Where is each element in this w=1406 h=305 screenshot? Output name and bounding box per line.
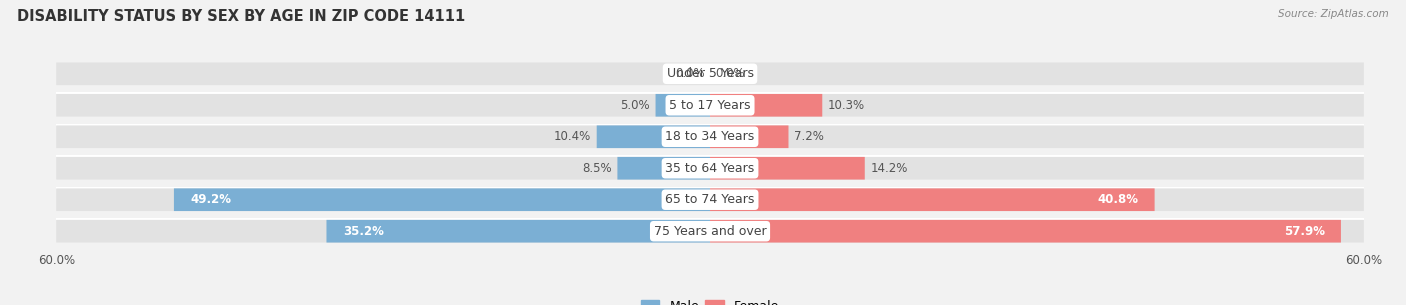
Text: 35.2%: 35.2% [343,225,384,238]
FancyBboxPatch shape [326,220,710,242]
FancyBboxPatch shape [710,188,1154,211]
FancyBboxPatch shape [56,94,1364,117]
Text: 0.0%: 0.0% [716,67,745,80]
Text: 5.0%: 5.0% [620,99,650,112]
FancyBboxPatch shape [56,188,1364,211]
Text: 7.2%: 7.2% [794,130,824,143]
FancyBboxPatch shape [710,157,865,180]
Text: 5 to 17 Years: 5 to 17 Years [669,99,751,112]
Text: 14.2%: 14.2% [870,162,908,175]
FancyBboxPatch shape [56,157,1364,180]
Text: 57.9%: 57.9% [1284,225,1324,238]
FancyBboxPatch shape [710,220,1341,242]
FancyBboxPatch shape [596,125,710,148]
FancyBboxPatch shape [617,157,710,180]
Text: 35 to 64 Years: 35 to 64 Years [665,162,755,175]
Text: 75 Years and over: 75 Years and over [654,225,766,238]
Text: 18 to 34 Years: 18 to 34 Years [665,130,755,143]
Text: 10.3%: 10.3% [828,99,865,112]
Legend: Male, Female: Male, Female [636,295,785,305]
Text: 8.5%: 8.5% [582,162,612,175]
FancyBboxPatch shape [710,125,789,148]
FancyBboxPatch shape [56,220,1364,242]
FancyBboxPatch shape [56,63,1364,85]
Text: 0.0%: 0.0% [675,67,704,80]
Text: Source: ZipAtlas.com: Source: ZipAtlas.com [1278,9,1389,19]
FancyBboxPatch shape [655,94,710,117]
FancyBboxPatch shape [710,94,823,117]
Text: 65 to 74 Years: 65 to 74 Years [665,193,755,206]
FancyBboxPatch shape [56,125,1364,148]
FancyBboxPatch shape [174,188,710,211]
Text: DISABILITY STATUS BY SEX BY AGE IN ZIP CODE 14111: DISABILITY STATUS BY SEX BY AGE IN ZIP C… [17,9,465,24]
Text: Under 5 Years: Under 5 Years [666,67,754,80]
Text: 40.8%: 40.8% [1097,193,1139,206]
Text: 49.2%: 49.2% [190,193,231,206]
Text: 10.4%: 10.4% [554,130,592,143]
